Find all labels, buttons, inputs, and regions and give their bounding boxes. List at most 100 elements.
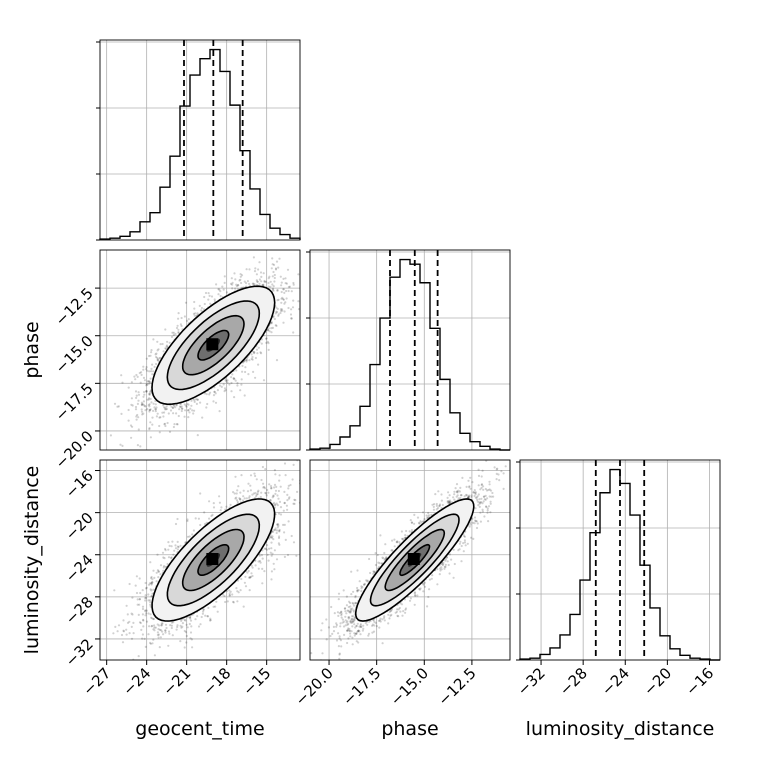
scatter-cell-luminosity_distance-vs-phase-point bbox=[416, 516, 420, 519]
scatter-cell-luminosity_distance-vs-phase-point bbox=[479, 501, 482, 504]
scatter-cell-luminosity_distance-vs-phase-point bbox=[355, 632, 358, 635]
scatter-cell-luminosity_distance-vs-geocent_time-point bbox=[229, 590, 232, 593]
scatter-cell-luminosity_distance-vs-phase-point bbox=[374, 563, 377, 567]
scatter-cell-luminosity_distance-vs-phase-point bbox=[340, 616, 343, 619]
scatter-cell-phase-vs-geocent_time-point bbox=[292, 281, 295, 285]
scatter-cell-phase-vs-geocent_time-point bbox=[147, 382, 151, 385]
scatter-cell-luminosity_distance-vs-geocent_time-point bbox=[136, 603, 139, 606]
scatter-cell-phase-vs-geocent_time-point bbox=[146, 398, 149, 401]
scatter-cell-luminosity_distance-vs-geocent_time-point bbox=[293, 498, 296, 501]
scatter-cell-luminosity_distance-vs-phase-point bbox=[459, 486, 462, 489]
scatter-cell-phase-vs-geocent_time-point bbox=[184, 301, 188, 304]
scatter-cell-luminosity_distance-vs-geocent_time-point bbox=[132, 632, 135, 635]
scatter-cell-luminosity_distance-vs-phase-point bbox=[350, 630, 353, 633]
scatter-cell-phase-vs-geocent_time-point bbox=[169, 409, 173, 412]
scatter-cell-luminosity_distance-vs-geocent_time-point bbox=[159, 573, 162, 576]
scatter-cell-luminosity_distance-vs-phase-point bbox=[452, 548, 455, 551]
scatter-cell-phase-vs-geocent_time-point bbox=[246, 280, 249, 283]
scatter-cell-luminosity_distance-vs-geocent_time-point bbox=[209, 617, 212, 620]
scatter-cell-phase-vs-geocent_time-point bbox=[172, 331, 175, 334]
scatter-cell-luminosity_distance-vs-geocent_time-point bbox=[179, 544, 182, 547]
scatter-cell-luminosity_distance-vs-phase-point bbox=[463, 535, 466, 538]
scatter-cell-luminosity_distance-vs-geocent_time-point bbox=[189, 617, 192, 620]
scatter-cell-luminosity_distance-vs-phase-point bbox=[471, 517, 474, 520]
scatter-cell-phase-vs-geocent_time-point bbox=[177, 317, 180, 320]
scatter-cell-luminosity_distance-vs-phase-point bbox=[339, 622, 342, 625]
scatter-cell-luminosity_distance-vs-phase-point bbox=[432, 508, 435, 511]
scatter-cell-luminosity_distance-vs-phase-point bbox=[365, 579, 368, 582]
scatter-cell-luminosity_distance-vs-geocent_time-point bbox=[277, 536, 281, 540]
scatter-cell-luminosity_distance-vs-phase-point bbox=[479, 511, 482, 514]
scatter-cell-luminosity_distance-vs-geocent_time-point bbox=[228, 594, 231, 597]
scatter-cell-phase-vs-geocent_time-point bbox=[216, 389, 219, 392]
scatter-cell-phase-vs-geocent_time-point bbox=[179, 405, 182, 408]
scatter-cell-luminosity_distance-vs-geocent_time-point bbox=[232, 601, 235, 604]
scatter-cell-luminosity_distance-vs-geocent_time-point bbox=[269, 498, 272, 502]
scatter-cell-luminosity_distance-vs-phase-point bbox=[473, 494, 476, 498]
scatter-cell-luminosity_distance-vs-phase-point bbox=[459, 497, 462, 500]
scatter-cell-luminosity_distance-vs-geocent_time-point bbox=[256, 492, 259, 496]
scatter-cell-phase-vs-geocent_time-point bbox=[130, 403, 133, 406]
scatter-cell-phase-vs-geocent_time-point bbox=[156, 358, 159, 362]
scatter-cell-luminosity_distance-vs-phase-point bbox=[448, 501, 451, 504]
scatter-cell-phase-vs-geocent_time-point bbox=[223, 275, 226, 278]
scatter-cell-luminosity_distance-vs-geocent_time-point bbox=[157, 633, 160, 636]
scatter-cell-luminosity_distance-vs-geocent_time-point bbox=[162, 566, 165, 569]
scatter-cell-phase-vs-geocent_time-point bbox=[251, 355, 254, 359]
scatter-cell-luminosity_distance-vs-geocent_time-point bbox=[117, 624, 121, 627]
scatter-cell-luminosity_distance-vs-phase-point bbox=[440, 568, 443, 571]
scatter-cell-luminosity_distance-vs-phase-point bbox=[338, 637, 341, 640]
scatter-cell-phase-vs-geocent_time-point bbox=[256, 352, 259, 355]
scatter-cell-luminosity_distance-vs-geocent_time-point bbox=[211, 513, 214, 517]
scatter-cell-luminosity_distance-vs-phase-point bbox=[396, 608, 399, 611]
scatter-cell-luminosity_distance-vs-geocent_time-point bbox=[264, 468, 267, 471]
scatter-cell-luminosity_distance-vs-phase-point bbox=[337, 632, 340, 635]
scatter-cell-luminosity_distance-vs-phase-point bbox=[468, 494, 471, 497]
scatter-cell-luminosity_distance-vs-phase-point bbox=[344, 624, 347, 627]
scatter-cell-luminosity_distance-vs-geocent_time-point bbox=[164, 549, 167, 552]
scatter-cell-luminosity_distance-vs-geocent_time-point bbox=[116, 630, 119, 633]
scatter-cell-phase-vs-geocent_time-point bbox=[201, 416, 204, 419]
scatter-cell-luminosity_distance-vs-geocent_time-point bbox=[150, 595, 153, 598]
scatter-cell-luminosity_distance-vs-phase-point bbox=[418, 522, 421, 525]
scatter-cell-luminosity_distance-vs-geocent_time-point bbox=[125, 633, 128, 636]
scatter-cell-luminosity_distance-vs-geocent_time-point bbox=[141, 613, 144, 616]
scatter-cell-phase-vs-geocent_time-point bbox=[207, 292, 210, 295]
scatter-cell-luminosity_distance-vs-geocent_time-point bbox=[270, 536, 273, 539]
scatter-cell-luminosity_distance-vs-phase-point bbox=[470, 494, 473, 497]
scatter-cell-luminosity_distance-vs-geocent_time bbox=[99, 459, 301, 661]
scatter-cell-luminosity_distance-vs-geocent_time-point bbox=[151, 617, 154, 620]
scatter-cell-phase-vs-geocent_time-point bbox=[267, 328, 270, 332]
scatter-cell-phase-vs-geocent_time-point bbox=[180, 409, 183, 413]
scatter-cell-luminosity_distance-vs-phase-point bbox=[444, 558, 447, 561]
scatter-cell-luminosity_distance-vs-geocent_time-point bbox=[274, 503, 277, 506]
scatter-cell-phase-vs-geocent_time-point bbox=[232, 377, 235, 380]
scatter-cell-luminosity_distance-vs-geocent_time-point bbox=[261, 465, 264, 469]
scatter-cell-luminosity_distance-vs-geocent_time-point bbox=[150, 582, 153, 585]
scatter-cell-luminosity_distance-vs-geocent_time-point bbox=[153, 629, 156, 632]
scatter-cell-luminosity_distance-vs-phase-point bbox=[362, 627, 365, 630]
scatter-cell-luminosity_distance-vs-phase-point bbox=[360, 590, 363, 593]
scatter-cell-luminosity_distance-vs-geocent_time-point bbox=[181, 622, 184, 625]
scatter-cell-luminosity_distance-vs-phase-point bbox=[325, 618, 328, 621]
scatter-cell-phase-vs-geocent_time-point bbox=[177, 331, 180, 335]
scatter-cell-luminosity_distance-vs-geocent_time-point bbox=[270, 578, 273, 581]
scatter-cell-phase-vs-geocent_time-point bbox=[268, 330, 271, 333]
scatter-cell-luminosity_distance-vs-phase-point bbox=[487, 488, 490, 492]
scatter-cell-luminosity_distance-vs-phase-point bbox=[465, 494, 469, 497]
scatter-cell-phase-vs-geocent_time-point bbox=[137, 428, 140, 431]
scatter-cell-phase-vs-geocent_time-point bbox=[187, 409, 190, 412]
scatter-cell-luminosity_distance-vs-phase-point bbox=[455, 483, 459, 486]
scatter-cell-luminosity_distance-vs-geocent_time-point bbox=[268, 483, 271, 486]
scatter-cell-luminosity_distance-vs-phase-point bbox=[469, 476, 472, 479]
scatter-cell-phase-vs-geocent_time-point bbox=[240, 274, 244, 277]
scatter-cell-phase-vs-geocent_time-point bbox=[272, 270, 275, 274]
scatter-cell-luminosity_distance-vs-phase-point bbox=[401, 537, 404, 541]
scatter-cell-phase-vs-geocent_time-point bbox=[271, 288, 274, 291]
scatter-cell-phase-vs-geocent_time-point bbox=[260, 352, 263, 355]
scatter-cell-luminosity_distance-vs-phase-point bbox=[355, 624, 358, 627]
scatter-cell-luminosity_distance-vs-geocent_time-point bbox=[286, 499, 289, 502]
scatter-cell-luminosity_distance-vs-phase-point bbox=[413, 591, 417, 594]
scatter-cell-phase-vs-geocent_time-point bbox=[172, 425, 175, 429]
scatter-cell-phase-vs-geocent_time-point bbox=[147, 404, 150, 407]
